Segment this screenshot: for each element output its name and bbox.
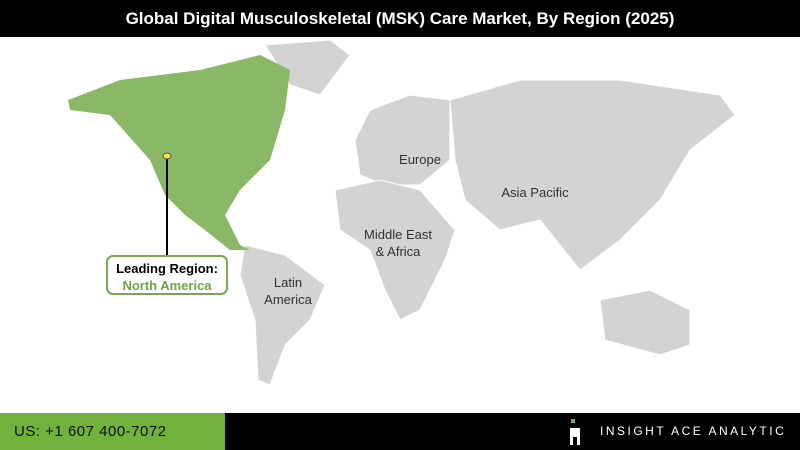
label-asia-pacific: Asia Pacific — [501, 185, 569, 200]
australia — [599, 289, 691, 356]
world-map — [68, 39, 736, 386]
leading-region-callout: Leading Region: North America — [106, 255, 228, 295]
europe — [354, 94, 451, 186]
north-america — [68, 55, 290, 250]
phone-number: US: +1 607 400-7072 — [0, 413, 225, 450]
marker-dot — [162, 152, 172, 160]
logo-icon — [570, 419, 580, 445]
label-mea: Middle East & Africa — [364, 227, 432, 259]
page-title: Global Digital Musculoskeletal (MSK) Car… — [0, 0, 800, 37]
south-america — [239, 244, 326, 386]
leading-label: Leading Region: — [116, 261, 218, 276]
label-latin-america: Latin America — [264, 275, 312, 307]
asia — [449, 79, 736, 271]
label-europe: Europe — [399, 152, 441, 167]
leading-value: North America — [122, 278, 212, 293]
africa — [334, 179, 456, 321]
footer: US: +1 607 400-7072 INSIGHT ACE ANALYTIC — [0, 413, 800, 450]
brand-name: INSIGHT ACE ANALYTIC — [600, 424, 787, 438]
